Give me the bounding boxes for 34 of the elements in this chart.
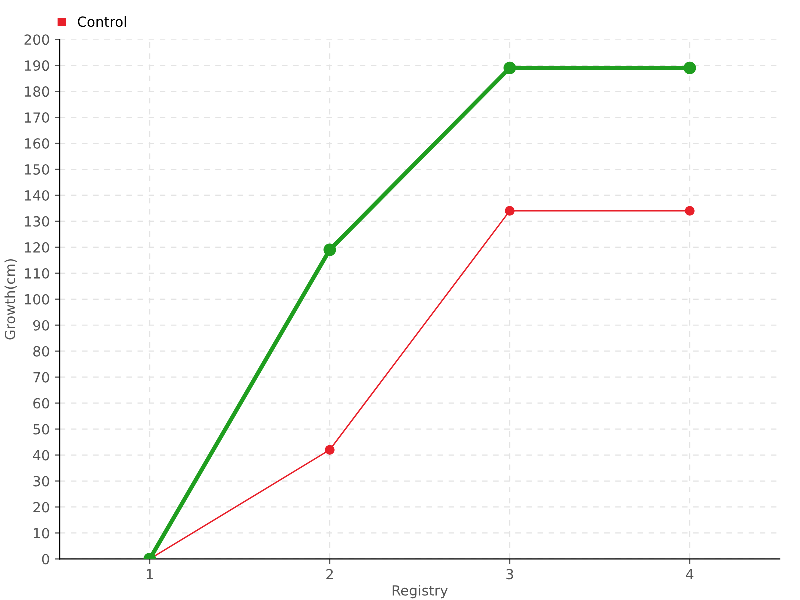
y-tick-label: 150 xyxy=(25,164,50,175)
y-tick-label: 200 xyxy=(24,34,50,46)
x-tick-label: 4 xyxy=(686,569,694,580)
x-tick-label: 2 xyxy=(326,569,334,580)
y-tick-label: 60 xyxy=(34,398,50,409)
x-tick-label: 3 xyxy=(506,569,514,580)
y-tick-label: 180 xyxy=(25,86,50,98)
point xyxy=(324,244,336,256)
y-tick-label: 110 xyxy=(25,268,50,279)
y-tick-label: 170 xyxy=(25,112,50,124)
y-tick-label: 40 xyxy=(33,450,50,461)
x-axis-title: Registry xyxy=(392,585,448,599)
point xyxy=(505,206,515,216)
y-tick-label: 10 xyxy=(34,528,50,539)
y-tick-label: 50 xyxy=(34,424,50,435)
y-tick-label: 0 xyxy=(42,554,50,565)
y-tick-label: 190 xyxy=(25,60,50,72)
x-tick-label: 1 xyxy=(147,569,154,580)
point xyxy=(684,62,696,74)
point xyxy=(325,445,335,455)
y-tick-label: 70 xyxy=(34,372,50,383)
y-tick-label: 90 xyxy=(33,320,50,331)
y-tick-label: 130 xyxy=(25,216,50,227)
point xyxy=(504,62,516,74)
y-tick-label: 120 xyxy=(25,242,50,253)
y-tick-label: 140 xyxy=(25,190,50,201)
y-axis-title: Growth(cm) xyxy=(4,259,18,340)
y-tick-label: 20 xyxy=(34,502,50,513)
y-tick-label: 160 xyxy=(25,138,50,149)
y-tick-label: 100 xyxy=(25,294,50,305)
y-tick-label: 30 xyxy=(34,476,50,487)
legend-label: Control xyxy=(78,16,126,28)
y-tick-label: 80 xyxy=(34,346,50,357)
point xyxy=(685,206,695,216)
